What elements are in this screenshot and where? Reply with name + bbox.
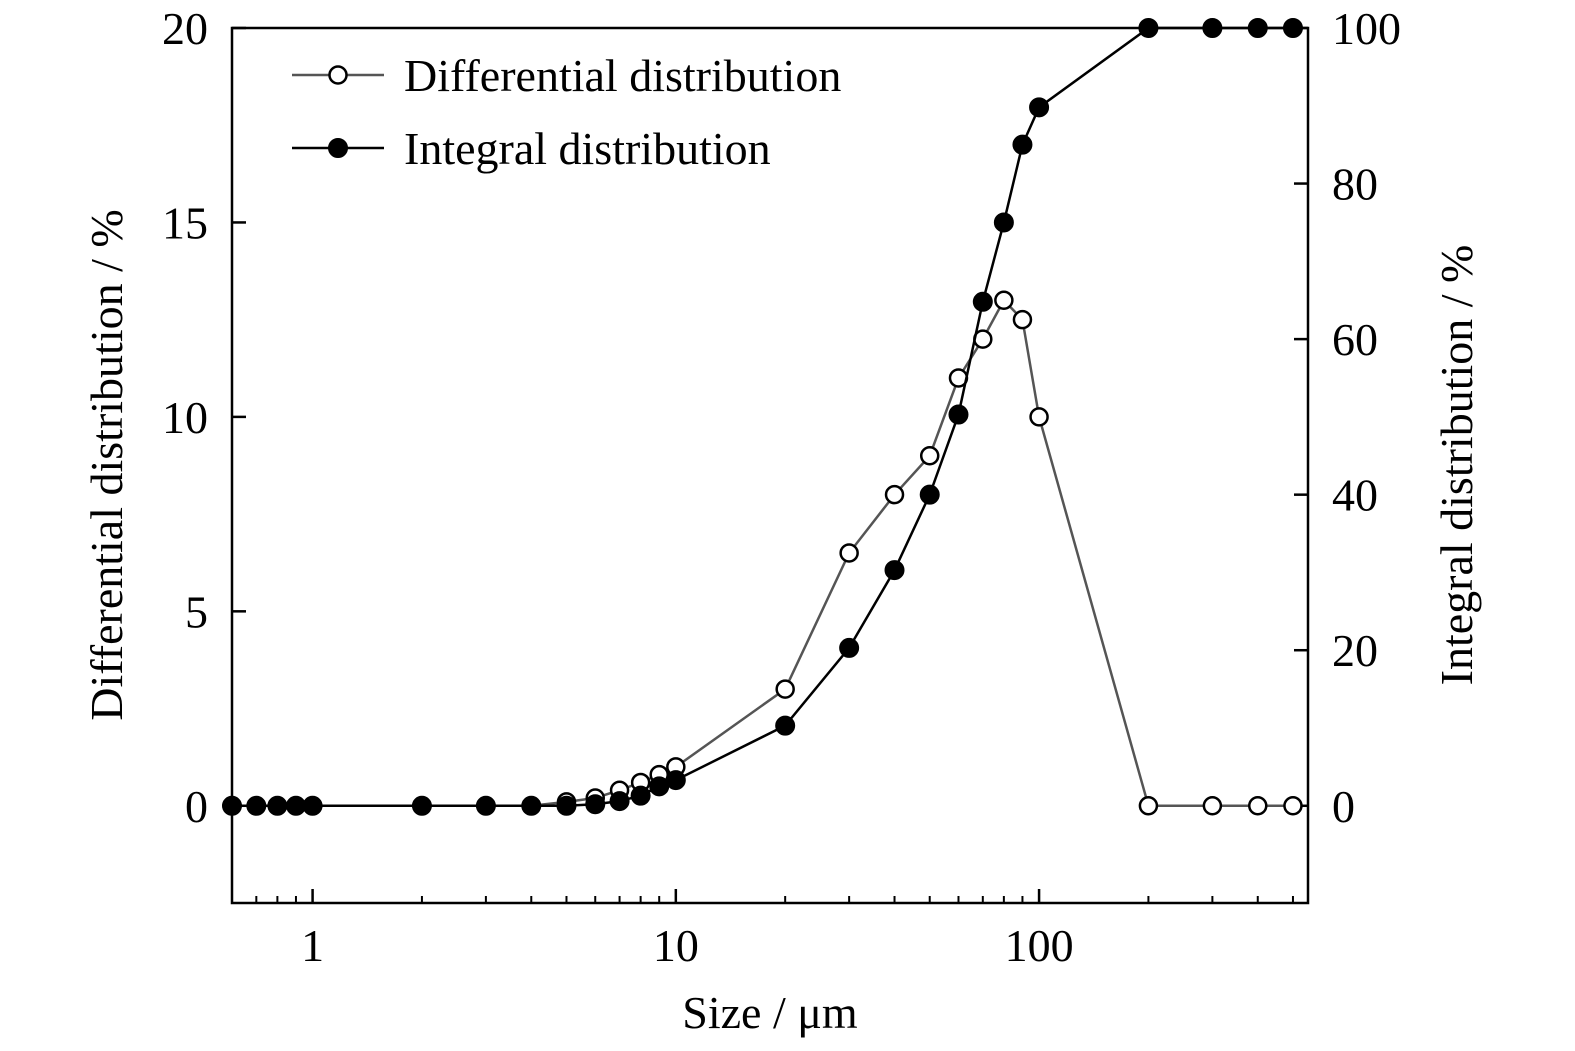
series-integral — [222, 18, 1303, 816]
data-point-differential — [1138, 796, 1159, 816]
legend-marker-integral — [328, 138, 348, 158]
y2-tick-label: 80 — [1332, 159, 1378, 210]
data-point-integral — [609, 791, 630, 812]
data-point-integral — [411, 795, 432, 816]
y2-tick-label: 20 — [1332, 625, 1378, 676]
y-axis-title: Differential distribution / % — [81, 209, 132, 720]
data-point-integral — [1202, 18, 1223, 38]
data-point-integral — [1029, 97, 1050, 118]
y2-axis-ticks: 0 20 40 60 80 100 — [1294, 3, 1401, 832]
x-tick-label: 100 — [1005, 920, 1074, 971]
data-point-differential — [919, 446, 940, 466]
data-point-integral — [948, 404, 969, 425]
legend-item-differential: Differential distribution — [292, 50, 841, 101]
data-point-differential — [1283, 796, 1303, 816]
y-tick-label: 0 — [185, 781, 208, 832]
y-tick-label: 5 — [185, 586, 208, 637]
series-layer — [222, 18, 1303, 816]
data-point-integral — [246, 795, 267, 816]
data-point-integral — [521, 795, 542, 816]
data-point-integral — [285, 795, 306, 816]
data-point-differential — [1202, 796, 1223, 816]
y2-tick-label: 0 — [1332, 781, 1355, 832]
y-axis-ticks: 0 5 10 15 20 — [162, 3, 246, 832]
data-point-integral — [649, 776, 670, 797]
y-tick-label: 20 — [162, 3, 208, 54]
data-point-differential — [775, 679, 795, 699]
data-point-differential — [839, 543, 859, 563]
data-point-integral — [475, 795, 496, 816]
data-point-differential — [1012, 309, 1033, 330]
x-axis-title: Size / μm — [682, 987, 858, 1038]
data-point-integral — [585, 794, 606, 815]
data-point-integral — [267, 795, 288, 816]
plot-frame — [230, 26, 1310, 905]
data-point-differential — [1029, 407, 1049, 427]
y2-tick-label: 60 — [1332, 314, 1378, 365]
y2-axis-title: Integral distribution / % — [1431, 245, 1482, 686]
data-point-integral — [1247, 18, 1268, 38]
data-point-integral — [775, 715, 796, 736]
y2-tick-label: 100 — [1332, 3, 1401, 54]
data-point-integral — [302, 795, 323, 816]
data-point-integral — [972, 291, 993, 312]
y-tick-label: 10 — [162, 392, 208, 443]
series-line — [232, 298, 1293, 808]
data-point-integral — [1012, 134, 1033, 155]
data-point-integral — [630, 785, 651, 806]
data-point-integral — [993, 212, 1014, 233]
data-point-integral — [839, 637, 860, 658]
data-point-differential — [884, 484, 905, 505]
data-point-differential — [994, 290, 1014, 310]
data-point-integral — [665, 770, 686, 791]
data-point-integral — [1138, 18, 1159, 38]
data-point-integral — [919, 484, 940, 505]
legend-label-integral: Integral distribution — [404, 123, 771, 174]
data-point-integral — [884, 560, 905, 581]
data-point-integral — [222, 795, 242, 816]
data-point-differential — [1248, 796, 1268, 816]
x-tick-label: 10 — [653, 920, 699, 971]
legend: Differential distribution Integral distr… — [292, 50, 841, 174]
y-tick-label: 15 — [162, 197, 208, 248]
x-axis-ticks: 1 10 100 — [231, 889, 1294, 971]
y2-tick-label: 40 — [1332, 470, 1378, 521]
legend-item-integral: Integral distribution — [292, 123, 771, 174]
legend-label-differential: Differential distribution — [404, 50, 841, 101]
data-point-integral — [556, 795, 577, 816]
x-tick-label: 1 — [301, 920, 324, 971]
legend-marker-differential — [328, 65, 348, 85]
data-point-integral — [1282, 18, 1303, 38]
